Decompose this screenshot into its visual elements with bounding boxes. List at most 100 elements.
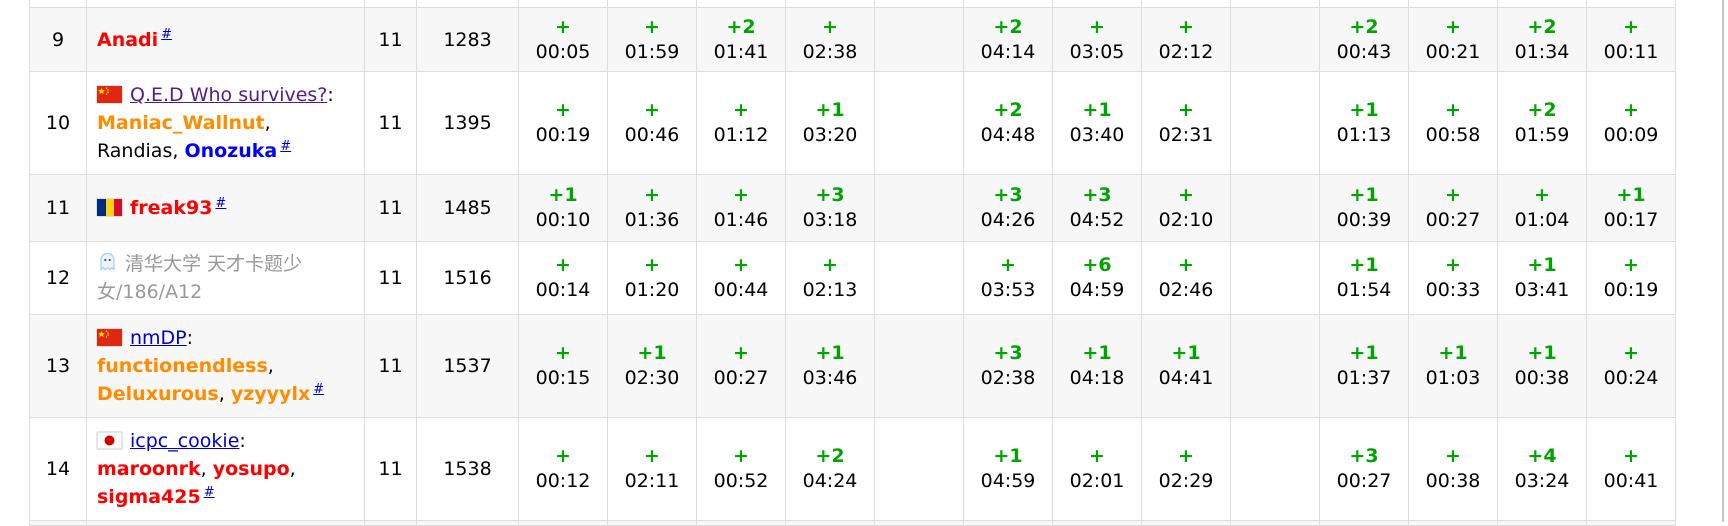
- verdict-accepted: +1: [548, 184, 578, 206]
- hash-link[interactable]: #: [161, 27, 173, 43]
- member-handle[interactable]: Anadi: [97, 28, 159, 51]
- verdict-accepted: +1: [1349, 99, 1379, 121]
- verdict-accepted: +2: [1349, 15, 1379, 38]
- hash-link[interactable]: #: [203, 484, 215, 500]
- problem-cell-accepted: +00:05: [518, 7, 608, 72]
- party-cell: Anadi #: [86, 7, 365, 72]
- problem-cell-empty: [1230, 174, 1320, 242]
- verdict-accepted: +2: [726, 15, 756, 38]
- verdict-time: 00:52: [713, 470, 769, 492]
- problem-cell-accepted: +00:41: [1586, 417, 1676, 521]
- problem-cell-accepted: +3 04:52: [1052, 174, 1142, 242]
- partial-cell: [874, 0, 964, 8]
- partial-cell: [1230, 0, 1320, 8]
- problem-cell-empty: [874, 314, 964, 418]
- verdict-accepted: +: [822, 254, 838, 276]
- verdict-accepted: +: [733, 99, 749, 121]
- verdict-accepted: +1: [1616, 184, 1646, 206]
- verdict-time: 04:26: [980, 209, 1036, 231]
- member-handle[interactable]: Maniac_Wallnut: [97, 112, 265, 134]
- problem-cell-accepted: +00:21: [1408, 7, 1498, 72]
- problem-cell-accepted: +02:38: [785, 7, 875, 72]
- separator-text: :: [239, 430, 246, 452]
- hash-link[interactable]: #: [215, 195, 227, 211]
- verdict-time: 02:12: [1158, 40, 1214, 63]
- team-link[interactable]: Q.E.D Who survives?: [130, 84, 328, 106]
- verdict-accepted: +: [555, 445, 571, 467]
- verdict-accepted: +: [1178, 184, 1194, 206]
- verdict-time: 00:44: [713, 279, 769, 301]
- verdict-accepted: +3: [993, 184, 1023, 206]
- team-link[interactable]: icpc_cookie: [130, 430, 240, 452]
- team-link[interactable]: nmDP: [130, 327, 187, 349]
- member-handle[interactable]: freak93: [130, 197, 213, 219]
- verdict-accepted: +2: [1527, 99, 1557, 121]
- member-handle[interactable]: functionendless: [97, 355, 268, 377]
- problem-cell-accepted: +02:11: [607, 417, 697, 521]
- verdict-time: 02:13: [802, 279, 858, 301]
- member-handle[interactable]: Deluxurous: [97, 383, 219, 405]
- partial-cell: [696, 0, 786, 8]
- hash-link[interactable]: #: [280, 138, 292, 154]
- party-cell: 清华大学 天才卡题少女/186/A12: [86, 241, 365, 315]
- problem-cell-accepted: +00:19: [518, 71, 608, 175]
- partial-cell: [1408, 520, 1498, 526]
- partial-cell: [518, 0, 608, 8]
- member-handle[interactable]: yzyyylx: [230, 383, 311, 405]
- verdict-time: 02:29: [1158, 470, 1214, 492]
- flag-icon-wrap: [97, 86, 122, 103]
- verdict-accepted: +1: [1527, 254, 1557, 276]
- problem-cell-accepted: +1 01:03: [1408, 314, 1498, 418]
- problem-cell-accepted: +01:59: [607, 7, 697, 72]
- verdict-accepted: +: [1445, 445, 1461, 467]
- verdict-time: 01:59: [1514, 124, 1570, 146]
- problem-cell-accepted: +1 01:37: [1319, 314, 1409, 418]
- verdict-accepted: +1: [1438, 342, 1468, 364]
- separator-text: :: [327, 84, 334, 106]
- partial-cell: [364, 0, 417, 8]
- verdict-accepted: +1: [637, 342, 667, 364]
- member-handle[interactable]: yosupo: [212, 458, 290, 480]
- problem-cell-empty: [1230, 314, 1320, 418]
- problem-cell-accepted: +3 04:26: [963, 174, 1053, 242]
- partial-cell: [1319, 520, 1409, 526]
- problem-cell-accepted: +03:53: [963, 241, 1053, 315]
- problem-cell-accepted: +02:46: [1141, 241, 1231, 315]
- separator-text: ,: [218, 383, 231, 405]
- flag-china-icon: [97, 329, 122, 346]
- verdict-accepted: +: [555, 342, 571, 364]
- verdict-time: 00:46: [624, 124, 680, 146]
- solved-count-cell: 11: [364, 314, 417, 418]
- problem-cell-accepted: +4 03:24: [1497, 417, 1587, 521]
- verdict-accepted: +: [733, 342, 749, 364]
- problem-cell-accepted: +1 01:13: [1319, 71, 1409, 175]
- member-handle[interactable]: maroonrk: [97, 458, 201, 480]
- problem-cell-accepted: +2 01:34: [1497, 7, 1587, 72]
- problem-cell-accepted: +2 01:41: [696, 7, 786, 72]
- standings-table: 9 Anadi #11 1283 +00:05 +01:59 +2 01:41 +02:38 +2…: [29, 0, 1676, 526]
- problem-cell-empty: [1230, 7, 1320, 72]
- verdict-time: 00:21: [1425, 40, 1481, 63]
- verdict-time: 01:46: [713, 209, 769, 231]
- verdict-time: 04:41: [1158, 367, 1214, 389]
- ghost-icon: [100, 252, 115, 271]
- verdict-time: 01:12: [713, 124, 769, 146]
- verdict-time: 01:59: [624, 40, 680, 63]
- member-handle[interactable]: Onozuka: [184, 140, 278, 162]
- partial-cell: [1586, 0, 1676, 8]
- member-handle[interactable]: sigma425: [97, 486, 201, 508]
- partial-cell: [874, 520, 964, 526]
- hash-link[interactable]: #: [313, 381, 325, 397]
- member-handle[interactable]: Randias: [97, 140, 173, 162]
- standings-row: 13 nmDP: functionendless, Deluxurous, yzy…: [29, 314, 1676, 418]
- verdict-time: 01:04: [1514, 209, 1570, 231]
- verdict-accepted: +: [644, 184, 660, 206]
- problem-cell-empty: [1230, 241, 1320, 315]
- penalty-cell: 1537: [416, 314, 519, 418]
- rank-cell: 14: [29, 417, 87, 521]
- problem-cell-accepted: +1 04:18: [1052, 314, 1142, 418]
- verdict-time: 01:37: [1336, 367, 1392, 389]
- verdict-time: 01:34: [1514, 40, 1570, 63]
- verdict-accepted: +2: [993, 99, 1023, 121]
- verdict-accepted: +1: [815, 99, 845, 121]
